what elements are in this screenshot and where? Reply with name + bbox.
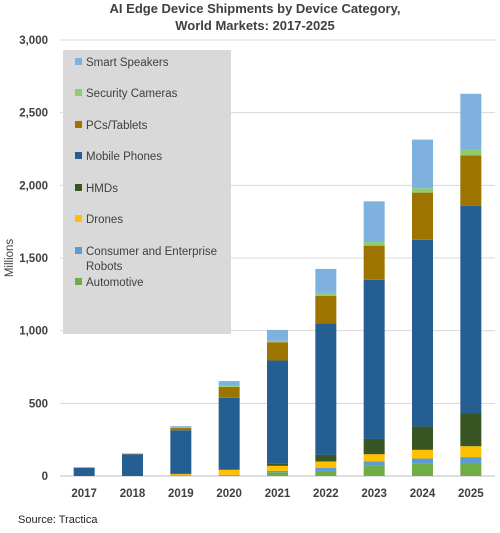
bar-segment-smart-speakers-2020 [218, 381, 240, 386]
bar-segment-mobile-phones-2017 [73, 467, 95, 476]
bar-segment-security-cameras-2023 [363, 242, 385, 246]
bar-segment-automotive-2025 [460, 462, 482, 476]
x-tick-label: 2020 [216, 488, 242, 500]
bar-segment-mobile-phones-2023 [363, 279, 385, 439]
y-tick-label: 500 [29, 398, 48, 410]
bar-segment-security-cameras-2021 [267, 340, 288, 343]
bars [73, 93, 482, 476]
legend-label-consumer-and-enterprise-robots: Robots [86, 261, 123, 273]
legend-label-drones: Drones [86, 214, 123, 226]
bar-segment-hmds-2022 [315, 454, 337, 462]
bar-segment-mobile-phones-2018 [122, 454, 143, 476]
x-tick-label: 2024 [410, 488, 436, 500]
bar-segment-mobile-phones-2019 [170, 430, 192, 474]
y-tick-label: 2,500 [19, 108, 48, 120]
bar-segment-smart-speakers-2024 [412, 139, 433, 189]
bar-segment-pcs-tablets-2024 [412, 192, 433, 240]
bar-segment-consumer-and-enterprise-robots-2023 [363, 461, 385, 466]
legend-swatch-mobile-phones [75, 152, 82, 159]
bar-segment-smart-speakers-2019 [170, 426, 192, 428]
legend-label-pcs-tablets: PCs/Tablets [86, 120, 148, 132]
bar-segment-drones-2024 [412, 449, 433, 459]
chart-title: AI Edge Device Shipments by Device Categ… [110, 1, 401, 16]
legend: Smart Speakers Security Cameras PCs/Tablet… [63, 50, 231, 334]
bar-segment-smart-speakers-2023 [363, 201, 385, 243]
bar-segment-hmds-2020 [218, 469, 240, 470]
bar-segment-automotive-2021 [267, 472, 288, 476]
source-note: Source: Tractica [18, 514, 98, 526]
y-tick-label: 0 [42, 471, 48, 483]
legend-box [63, 50, 231, 334]
y-tick-labels: 0 500 1,000 1,500 2,000 2,500 3,000 [19, 35, 48, 483]
bar-segment-smart-speakers-2021 [267, 329, 288, 341]
bar-segment-consumer-and-enterprise-robots-2025 [460, 457, 482, 463]
x-tick-label: 2017 [71, 488, 97, 500]
bar-segment-mobile-phones-2024 [412, 239, 433, 427]
legend-label-mobile-phones: Mobile Phones [86, 151, 162, 163]
legend-label-automotive: Automotive [86, 277, 144, 289]
bar-segment-drones-2023 [363, 454, 385, 462]
y-tick-label: 3,000 [19, 35, 48, 47]
legend-swatch-hmds [75, 184, 82, 191]
bar-segment-mobile-phones-2020 [218, 397, 240, 470]
bar-segment-hmds-2021 [267, 463, 288, 466]
bar-segment-security-cameras-2024 [412, 188, 433, 193]
legend-swatch-consumer-and-enterprise-robots [75, 247, 82, 254]
y-tick-label: 1,500 [19, 253, 48, 265]
x-tick-labels: 2017 2018 2019 2020 2021 2022 2023 2024 2025 [71, 488, 484, 500]
legend-swatch-smart-speakers [75, 58, 82, 65]
bar-segment-hmds-2024 [412, 426, 433, 450]
bar-segment-mobile-phones-2025 [460, 205, 482, 414]
bar-segment-pcs-tablets-2023 [363, 245, 385, 280]
y-axis-label: Millions [4, 239, 16, 278]
bar-segment-pcs-tablets-2022 [315, 295, 337, 324]
bar-segment-smart-speakers-2022 [315, 268, 337, 293]
bar-segment-pcs-tablets-2025 [460, 155, 482, 206]
bar-segment-automotive-2022 [315, 470, 337, 476]
bar-segment-drones-2022 [315, 461, 337, 469]
y-tick-label: 2,000 [19, 180, 48, 192]
legend-swatch-drones [75, 215, 82, 222]
bar-segment-consumer-and-enterprise-robots-2021 [267, 470, 288, 473]
bar-segment-pcs-tablets-2021 [267, 342, 288, 361]
bar-segment-consumer-and-enterprise-robots-2022 [315, 468, 337, 471]
legend-label-security-cameras: Security Cameras [86, 88, 178, 100]
x-tick-label: 2023 [361, 488, 387, 500]
bar-segment-hmds-2025 [460, 413, 482, 447]
bar-segment-drones-2020 [218, 469, 240, 475]
x-tick-label: 2018 [120, 488, 146, 500]
chart-subtitle: World Markets: 2017-2025 [175, 18, 334, 33]
bar-segment-pcs-tablets-2020 [218, 386, 240, 398]
x-tick-label: 2022 [313, 488, 339, 500]
x-tick-label: 2019 [168, 488, 194, 500]
y-tick-label: 1,000 [19, 326, 48, 338]
legend-label-hmds: HMDs [86, 183, 118, 195]
bar-segment-pcs-tablets-2019 [170, 428, 192, 431]
bar-segment-drones-2025 [460, 446, 482, 458]
legend-swatch-security-cameras [75, 89, 82, 96]
legend-swatch-pcs-tablets [75, 121, 82, 128]
x-tick-label: 2021 [265, 488, 291, 500]
bar-segment-hmds-2023 [363, 438, 385, 455]
bar-segment-consumer-and-enterprise-robots-2024 [412, 458, 433, 464]
x-tick-label: 2025 [458, 488, 484, 500]
bar-segment-mobile-phones-2022 [315, 323, 337, 455]
bar-segment-drones-2019 [170, 474, 192, 476]
bar-segment-security-cameras-2020 [218, 385, 240, 387]
bar-segment-automotive-2024 [412, 463, 433, 476]
bar-segment-smart-speakers-2025 [460, 93, 482, 149]
bar-segment-automotive-2023 [363, 465, 385, 476]
legend-swatch-automotive [75, 278, 82, 285]
bar-segment-security-cameras-2025 [460, 149, 482, 156]
legend-label-smart-speakers: Smart Speakers [86, 57, 169, 69]
legend-label-consumer-and-enterprise-robots: Consumer and Enterprise [86, 246, 217, 258]
bar-segment-automotive-2020 [218, 475, 240, 476]
bar-segment-drones-2021 [267, 465, 288, 471]
bar-segment-mobile-phones-2021 [267, 360, 288, 464]
bar-segment-security-cameras-2022 [315, 292, 337, 296]
